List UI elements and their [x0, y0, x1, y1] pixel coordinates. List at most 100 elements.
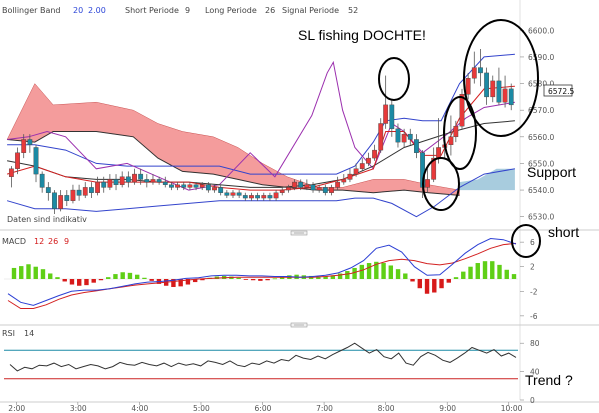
candle-body [279, 189, 285, 193]
macd-histogram-bar [511, 274, 517, 279]
candle-body [125, 176, 131, 183]
macd-histogram-bar [250, 279, 256, 281]
macd-line [7, 237, 517, 306]
candle-body [383, 104, 389, 124]
candle-body [471, 67, 477, 79]
rsi-label: RSI [2, 329, 15, 338]
candle-body [101, 181, 107, 188]
candle-body [322, 187, 328, 193]
candle-body [21, 139, 27, 153]
macd-histogram-bar [453, 277, 459, 279]
rsi-param: 14 [24, 329, 34, 338]
candle-body [335, 181, 341, 188]
annotation-circle-wick [378, 57, 410, 101]
candle-body [224, 192, 230, 196]
candle-body [187, 184, 193, 188]
macd-tick-label: 6 [530, 238, 535, 247]
macd-histogram-bar [359, 264, 365, 279]
macd-histogram-bar [345, 271, 350, 279]
candle-body [95, 181, 100, 193]
time-tick-label: 7:00 [316, 404, 333, 413]
candle-body [169, 184, 174, 188]
candle-body [459, 94, 465, 127]
future-cloud-teal [459, 168, 515, 191]
price-tick-label: 6600.0 [528, 26, 554, 35]
macd-label: MACD [2, 237, 26, 246]
annotation-short: short [548, 224, 579, 240]
candle-body [255, 195, 261, 199]
candle-body [113, 179, 119, 185]
annotation-support: Support [527, 164, 576, 180]
candle-body [347, 173, 353, 180]
candle-body [175, 184, 180, 188]
candle-body [490, 80, 496, 98]
macd-histogram-bar [84, 279, 89, 286]
price-tick-label: 6590.0 [528, 53, 554, 62]
price-tick-label: 6560.0 [528, 133, 554, 142]
macd-histogram-bar [446, 279, 451, 283]
candle-body [310, 184, 316, 191]
candle-body [496, 80, 502, 103]
candle-body [45, 187, 51, 193]
candle-body [378, 123, 384, 151]
candle-body [89, 187, 94, 193]
candle-body [119, 176, 125, 185]
candle-body [144, 179, 150, 183]
macd-param-1: 12 [34, 237, 44, 246]
candle-body [162, 181, 168, 185]
candle-body [39, 173, 45, 188]
macd-histogram-bar [374, 261, 379, 279]
macd-histogram-bar [91, 279, 96, 283]
candle-body [359, 163, 365, 169]
cloud-lower-edge [7, 131, 460, 196]
candle-body [502, 88, 508, 103]
macd-histogram-bar [272, 278, 278, 280]
annotation-trend: Trend ? [525, 372, 573, 388]
macd-histogram-bar [461, 271, 466, 279]
macd-histogram-bar [490, 261, 495, 279]
price-tick-label: 6570.0 [528, 106, 554, 115]
macd-histogram-bar [432, 279, 437, 293]
time-tick-label: 8:00 [378, 404, 395, 413]
macd-histogram-bar [142, 277, 147, 279]
time-tick-label: 10:00 [501, 404, 523, 413]
macd-histogram-bar [178, 279, 183, 287]
rsi-splitter-handle[interactable] [290, 322, 308, 328]
macd-histogram-bar [127, 272, 133, 279]
rsi-tick-label: 40 [530, 368, 540, 377]
candle-body [82, 187, 88, 196]
price-tick-label: 6580.0 [528, 80, 554, 89]
short-periode-label: Short Periode [125, 6, 179, 15]
macd-histogram-bar [98, 279, 104, 281]
macd-histogram-bar [403, 273, 408, 279]
candle-body [236, 192, 242, 196]
candle-body [292, 181, 297, 188]
candle-body [298, 181, 304, 188]
macd-histogram-bar [40, 269, 46, 279]
candle-body [107, 179, 113, 188]
macd-histogram-bar [149, 279, 154, 281]
macd-histogram-bar [330, 275, 336, 279]
bb-param-1: 20 [73, 6, 83, 15]
macd-splitter-handle[interactable] [290, 230, 308, 236]
signal-periode-label: Signal Periode [282, 6, 339, 15]
candle-body [8, 168, 14, 177]
candle-body [33, 147, 39, 175]
macd-histogram-bar [475, 263, 480, 279]
macd-tick-label: -2 [530, 287, 538, 296]
macd-histogram-bar [120, 272, 125, 279]
macd-histogram-bar [171, 279, 176, 287]
candle-body [132, 173, 137, 183]
macd-histogram-bar [106, 277, 111, 279]
macd-histogram-bar [417, 279, 422, 289]
price-tick-label: 6530.0 [528, 213, 554, 222]
time-tick-label: 4:00 [131, 404, 148, 413]
macd-tick-label: -6 [530, 312, 538, 321]
leading-span-line [7, 60, 515, 191]
candle-body [205, 184, 211, 191]
rsi-line [9, 342, 517, 372]
candle-body [242, 195, 248, 199]
candle-body [70, 189, 76, 201]
candle-body [407, 133, 413, 140]
